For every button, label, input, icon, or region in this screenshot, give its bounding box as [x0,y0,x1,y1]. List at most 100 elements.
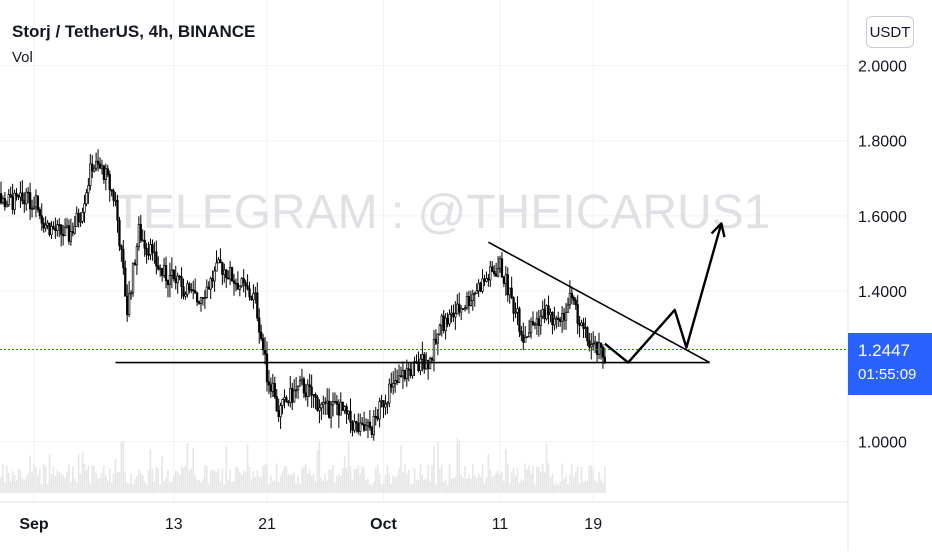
candle-body [322,401,325,405]
candle-body [32,206,36,209]
volume-bar [497,470,499,493]
volume-bar [372,481,375,493]
volume-bar [475,478,478,493]
candle-body [164,265,168,281]
volume-bar [118,471,121,493]
candle-body [370,427,373,435]
candle-body [446,317,449,325]
candle-body [188,283,191,291]
volume-bar [549,477,552,493]
candle-body [9,194,12,198]
candle-body [67,225,71,242]
volume-bar [534,484,536,493]
volume-bar [423,479,426,493]
candle-body [65,225,69,228]
candle-body [421,354,424,360]
volume-bar [481,464,484,493]
candle-body [182,286,185,297]
volume-bar [559,481,561,493]
candle-body [155,251,158,267]
volume-bar [312,473,315,493]
volume-bar [561,463,563,493]
candle-body [252,293,255,301]
candle-body [543,309,546,320]
candle-body [273,382,276,397]
candle-body [376,416,379,420]
volume-bar [365,480,367,493]
candle-body [320,403,323,409]
volume-bar [499,474,501,493]
volume-bar [250,479,253,493]
symbol-title[interactable]: Storj / TetherUS, 4h, BINANCE [12,22,256,41]
volume-bar [514,476,517,493]
candle-body [199,297,203,304]
volume-bar [530,473,532,493]
volume-bar [105,476,107,493]
volume-bar [305,463,307,493]
volume-bar [303,466,305,493]
volume-bar [99,477,101,493]
volume-bar [190,468,193,493]
volume-bar [165,477,167,493]
candle-body [269,384,273,392]
drawing-annotations[interactable] [115,222,726,364]
volume-bar [308,469,311,493]
volume-bar [382,483,385,493]
volume-bars [0,438,606,493]
candle-body [96,160,100,165]
candle-body [360,422,364,425]
volume-bar [318,441,321,493]
volume-bar [202,478,204,493]
volume-bar [116,472,119,493]
volume-bar [31,471,33,493]
volume-bar [489,469,492,493]
volume-bar [390,483,393,493]
volume-bar [138,469,140,493]
candle-body [351,422,354,431]
candle-body [324,401,327,404]
candle-body [120,245,123,250]
volume-bar [200,482,202,493]
volume-bar [44,465,47,493]
candle-body [562,313,566,321]
volume-bar [60,473,62,493]
price-axis[interactable]: 1.0000 1.4000 1.6000 1.8000 2.0000 [858,59,907,452]
candle-body [195,292,199,303]
candle-body [394,380,397,384]
volume-bar [563,478,565,493]
candle-body [603,356,606,362]
candle-body [461,308,465,310]
candle-body [463,307,467,310]
candle-body [7,194,10,205]
time-axis[interactable]: Sep 13 21 Oct 11 19 [19,516,602,533]
volume-bar [101,472,103,493]
currency-button[interactable]: USDT [866,16,914,48]
candle-body [382,400,385,408]
candle-body [122,248,125,269]
volume-bar [493,475,495,493]
candle-body [584,327,587,330]
candle-body [395,380,399,384]
candle-body [504,274,507,284]
candle-body [178,275,181,278]
candle-body [207,286,210,290]
candle-body [81,212,84,222]
candle-body [498,258,502,269]
volume-bar [576,466,579,493]
volume-bar [584,480,587,493]
volume-bar [213,470,216,493]
volume-bar [301,468,303,493]
candle-body [127,293,131,315]
candle-body [223,269,226,275]
candle-body [34,195,38,208]
candle-body [411,362,414,376]
candle-body [157,265,160,270]
volume-bar [518,482,521,493]
candle-body [541,309,544,317]
candle-body [240,278,243,287]
volume-bar [394,477,396,493]
volume-label[interactable]: Vol [12,49,33,66]
volume-bar [551,473,554,493]
